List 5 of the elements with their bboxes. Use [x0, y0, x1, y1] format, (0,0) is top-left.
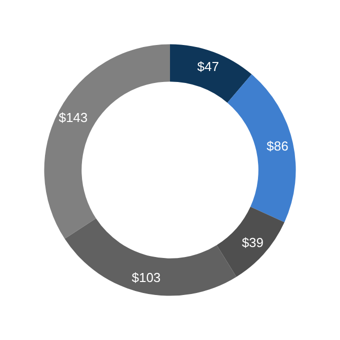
data-label: $103 — [132, 270, 161, 285]
data-label: $39 — [242, 235, 264, 250]
data-label: $47 — [197, 59, 219, 74]
data-label: $143 — [58, 110, 88, 126]
data-label: $86 — [266, 138, 288, 154]
